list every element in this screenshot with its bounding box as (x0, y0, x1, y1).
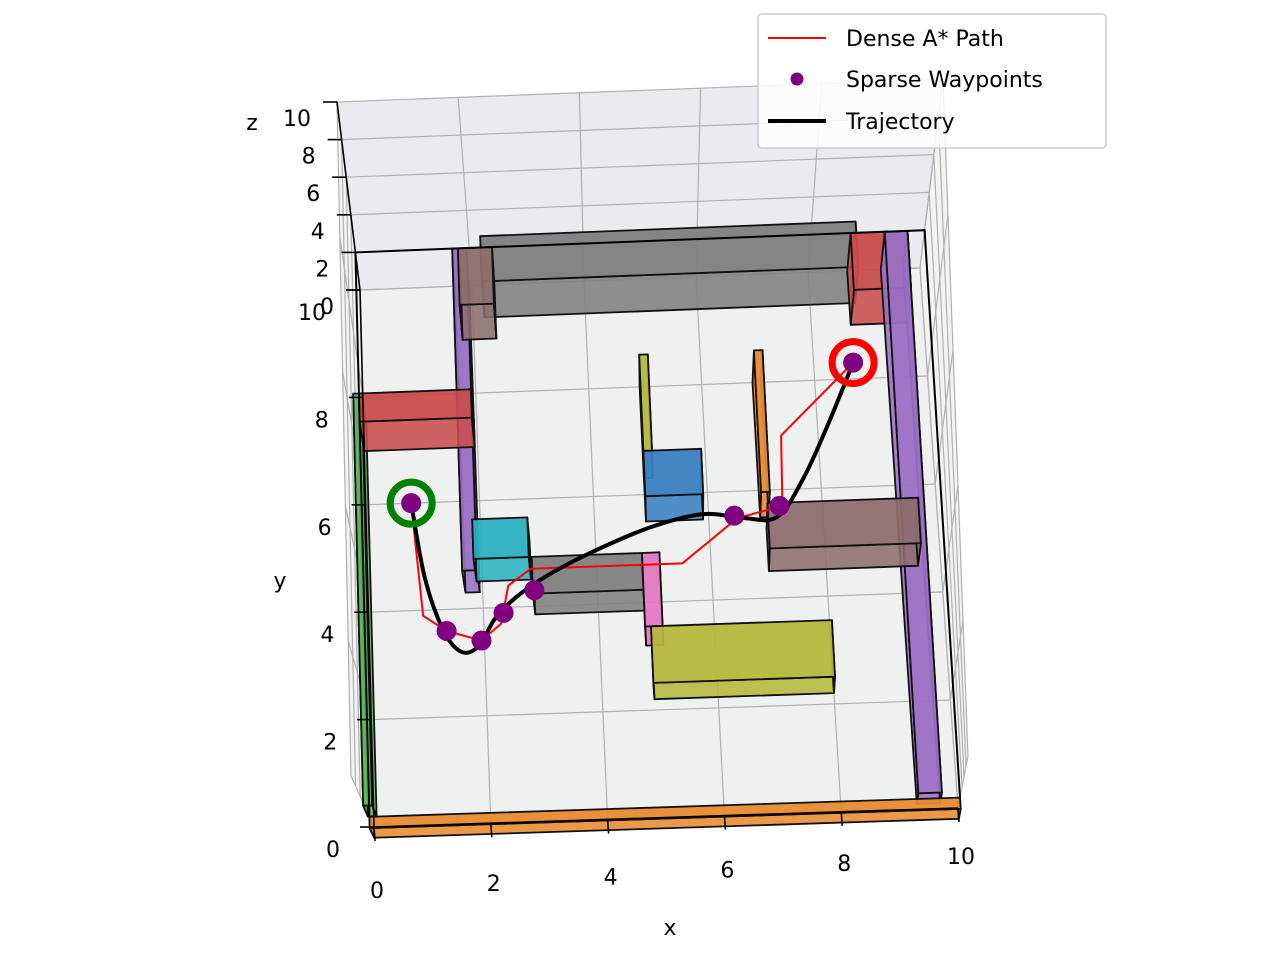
x-tick (840, 811, 843, 826)
series-layer (386, 338, 878, 655)
x-tick-label: 6 (720, 859, 734, 884)
y-axis-label: y (273, 569, 286, 594)
obstacle-face (644, 493, 705, 523)
grid-line-right-z (928, 192, 963, 788)
x-tick (373, 826, 376, 842)
waypoint-marker (843, 352, 864, 373)
legend-label-1: Sparse Waypoints (846, 68, 1043, 93)
grid-line-left-z (341, 139, 357, 787)
y-axis-line (359, 289, 375, 828)
obstacle-box (650, 619, 836, 701)
goal-ring (828, 338, 878, 388)
waypoint-marker (436, 620, 457, 641)
x-tick-label: 2 (487, 872, 501, 897)
x-axis-line (373, 807, 959, 828)
obstacle-face (458, 302, 498, 341)
waypoint-marker (471, 630, 492, 651)
z-tick-label: 8 (302, 145, 316, 170)
rim-outline (354, 229, 961, 817)
waypoint-marker (493, 602, 514, 623)
y-tick-label: 0 (326, 838, 340, 863)
obstacle-face (753, 349, 771, 493)
y-tick-label: 4 (320, 623, 334, 648)
obstacle-face (471, 516, 530, 560)
grid-line-right-z (942, 78, 969, 757)
grid-line-left-z (345, 177, 361, 797)
obstacle-face (766, 496, 922, 550)
z-tick-label: 2 (315, 257, 329, 282)
legend: Dense A* Path Sparse Waypoints Trajector… (757, 13, 1107, 149)
z-tick-label: 4 (311, 220, 325, 245)
start-ring (386, 478, 436, 528)
x-tick (957, 807, 960, 823)
x-tick-label: 0 (370, 879, 384, 904)
y-tick-label: 8 (315, 408, 329, 433)
obstacle-box (530, 552, 646, 616)
obstacle-face (650, 619, 836, 684)
x-tick (723, 815, 727, 830)
grid-line-right-z (937, 116, 967, 767)
z-axis-line (336, 101, 361, 291)
z-tick-label: 0 (320, 295, 334, 320)
grid-line-right-z (919, 267, 959, 809)
y-tick-label: 2 (323, 731, 337, 756)
grid-line-back-z (346, 154, 934, 178)
obstacle-face (357, 388, 473, 423)
obstacle-face (642, 447, 705, 498)
obstacle-box (456, 246, 498, 341)
legend-box (757, 13, 1107, 149)
right-pane (920, 79, 968, 808)
obstacle-box (471, 516, 532, 583)
obstacle-face (456, 246, 495, 306)
y-tick-label: 10 (298, 301, 326, 326)
obstacle-box (765, 496, 922, 572)
obstacle-face (472, 556, 532, 583)
z-tick-label: 6 (306, 182, 320, 207)
z-tick-label: 10 (283, 107, 311, 132)
x-tick (606, 819, 610, 834)
obstacle-face (358, 416, 476, 453)
obstacle-box (357, 388, 476, 453)
grid-line-right-y (927, 214, 949, 377)
waypoint-marker (724, 505, 745, 526)
legend-marker-waypoints (790, 72, 804, 86)
waypoint-marker (769, 495, 790, 516)
waypoint-marker (524, 580, 545, 601)
y-tick-label: 6 (318, 516, 332, 541)
trajectory-line (409, 360, 856, 655)
x-axis-label: x (663, 916, 676, 941)
grid-line-floor-x (695, 276, 725, 816)
obstacle-box (642, 447, 705, 523)
z-axis-label: z (246, 111, 258, 136)
grid-line-back-z (350, 191, 930, 216)
grid-line-floor-y (371, 699, 951, 721)
grid-line-right-z (933, 154, 965, 777)
x-tick-label: 8 (837, 852, 851, 877)
x-tick-label: 10 (947, 845, 975, 870)
x-tick (490, 823, 493, 838)
x-tick-label: 4 (604, 865, 618, 890)
waypoint-marker (401, 493, 422, 514)
legend-label-0: Dense A* Path (846, 27, 1004, 52)
legend-label-2: Trajectory (845, 110, 955, 135)
